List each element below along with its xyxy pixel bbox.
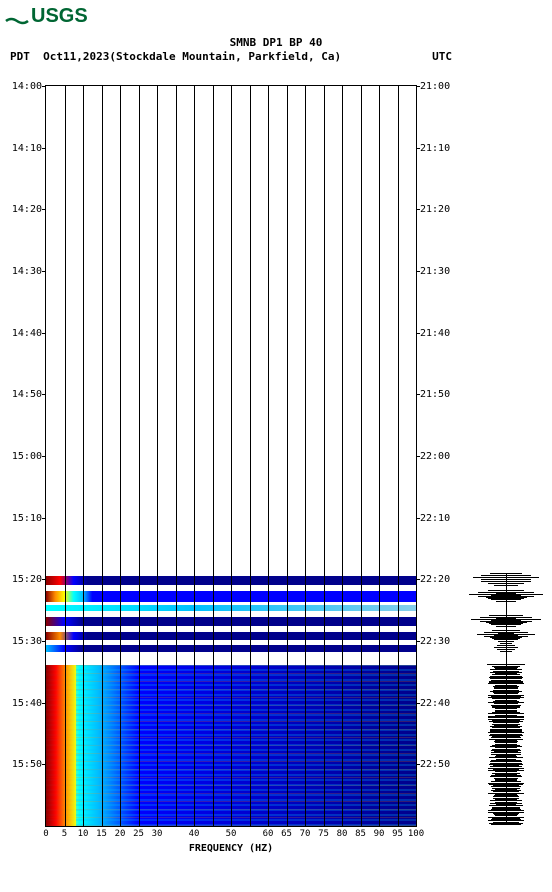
pdt-label: PDT Oct11,2023(Stockdale Mountain, Parkf…	[10, 50, 341, 63]
spectrogram-chart: 14:0014:1014:2014:3014:4014:5015:0015:10…	[45, 85, 417, 827]
x-axis-label: FREQUENCY (HZ)	[46, 843, 416, 854]
usgs-logo-text: USGS	[31, 5, 88, 27]
usgs-logo: USGS	[5, 5, 88, 28]
seismogram-trace	[465, 573, 547, 825]
utc-label: UTC	[432, 50, 452, 63]
chart-title: SMNB DP1 BP 40	[0, 36, 552, 49]
title-line1: SMNB DP1 BP 40	[0, 36, 552, 49]
title-line2: Oct11,2023(Stockdale Mountain, Parkfield…	[43, 50, 341, 63]
